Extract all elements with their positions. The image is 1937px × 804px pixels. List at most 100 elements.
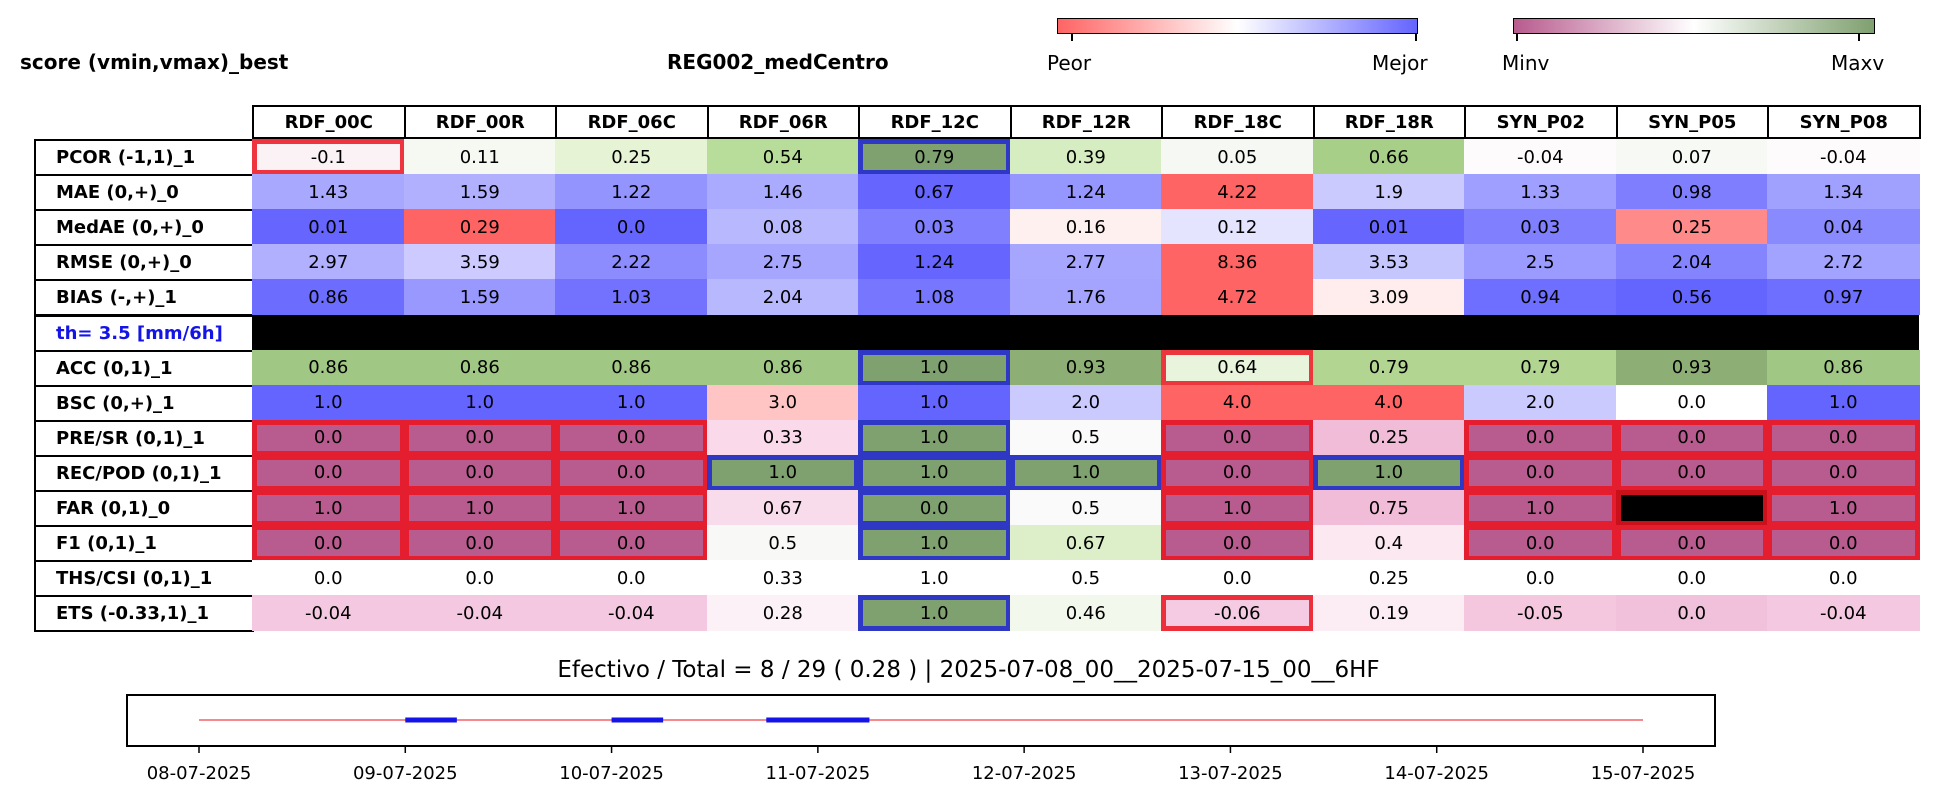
colorbar-tick — [1516, 34, 1518, 41]
timeline-frame — [126, 694, 1716, 747]
table-cell: 2.77 — [1009, 244, 1162, 281]
table-cell: 0.86 — [252, 279, 405, 316]
table-cell: 0.0 — [1767, 454, 1920, 491]
row-label: PCOR (-1,1)_1 — [34, 139, 254, 177]
table-cell: 0.79 — [858, 139, 1011, 176]
footer-summary: Efectivo / Total = 8 / 29 ( 0.28 ) | 202… — [557, 657, 1380, 683]
table-cell: 0.39 — [1009, 139, 1162, 176]
table-cell: 1.43 — [252, 174, 405, 211]
table-cell: 1.0 — [403, 384, 556, 421]
table-cell: 0.94 — [1464, 279, 1617, 316]
table-cell: -0.04 — [1464, 139, 1617, 176]
table-cell: 0.86 — [403, 349, 556, 386]
table-cell: 0.0 — [555, 560, 708, 597]
table-cell: 0.86 — [252, 349, 405, 386]
table-cell: -0.1 — [252, 139, 405, 176]
table-cell: 1.24 — [1009, 174, 1162, 211]
table-cell: 0.0 — [1615, 454, 1768, 491]
table-cell: 0.0 — [1615, 560, 1768, 597]
table-cell: 0.04 — [1767, 209, 1920, 246]
table-cell: 0.0 — [1464, 454, 1617, 491]
table-cell: -0.04 — [1767, 595, 1920, 632]
timeline-tick-label: 11-07-2025 — [766, 763, 871, 784]
row-label: THS/CSI (0,1)_1 — [34, 560, 254, 598]
table-cell: 1.03 — [555, 279, 708, 316]
table-cell: 1.0 — [1312, 454, 1465, 491]
row-label: RMSE (0,+)_0 — [34, 244, 254, 282]
table-cell: 1.0 — [252, 490, 405, 527]
column-header: SYN_P08 — [1767, 105, 1921, 139]
table-cell: -0.06 — [1161, 595, 1314, 632]
table-cell: 0.67 — [858, 174, 1011, 211]
table-cell: 0.5 — [1009, 419, 1162, 456]
table-cell: 0.0 — [252, 525, 405, 562]
table-cell: 0.0 — [1161, 454, 1314, 491]
table-cell: 0.75 — [1312, 490, 1465, 527]
table-cell: 0.0 — [252, 419, 405, 456]
table-cell: 1.0 — [858, 595, 1011, 632]
table-cell: 4.72 — [1161, 279, 1314, 316]
table-cell: 0.4 — [1312, 525, 1465, 562]
table-cell: 1.76 — [1009, 279, 1162, 316]
table-cell: 4.22 — [1161, 174, 1314, 211]
table-cell: 0.01 — [1312, 209, 1465, 246]
column-header: RDF_00C — [252, 105, 406, 139]
table-cell: 2.04 — [1615, 244, 1768, 281]
timeline-tick-label: 09-07-2025 — [353, 763, 458, 784]
column-header: RDF_18R — [1312, 105, 1466, 139]
table-cell: 4.0 — [1161, 384, 1314, 421]
table-cell: 1.0 — [1464, 490, 1617, 527]
table-cell: 0.97 — [1767, 279, 1920, 316]
table-cell: 0.01 — [252, 209, 405, 246]
table-cell: 0.0 — [555, 209, 708, 246]
table-cell: 0.25 — [1312, 560, 1465, 597]
row-label: MedAE (0,+)_0 — [34, 209, 254, 247]
timeline-chart: 08-07-2025 09-07-2025 10-07-2025 11-07-2025… — [126, 694, 1716, 784]
colorbar-max-label: Mejor — [1372, 51, 1428, 75]
table-cell: 0.56 — [1615, 279, 1768, 316]
row-label: F1 (0,1)_1 — [34, 525, 254, 563]
table-cell: -0.05 — [1464, 595, 1617, 632]
table-cell: 0.64 — [1161, 349, 1314, 386]
table-cell: 2.75 — [706, 244, 859, 281]
row-label: BSC (0,+)_1 — [34, 384, 254, 422]
timeline-tick-label: 14-07-2025 — [1384, 763, 1489, 784]
table-cell: 0.25 — [555, 139, 708, 176]
table-cell: 1.9 — [1312, 174, 1465, 211]
table-cell: -0.04 — [1767, 139, 1920, 176]
timeline-tick-label: 15-07-2025 — [1591, 763, 1696, 784]
timeline-tick-label: 10-07-2025 — [559, 763, 664, 784]
table-cell: 1.33 — [1464, 174, 1617, 211]
table-cell: 0.03 — [858, 209, 1011, 246]
row-label: MAE (0,+)_0 — [34, 174, 254, 212]
table-cell: 3.53 — [1312, 244, 1465, 281]
row-label: BIAS (-,+)_1 — [34, 279, 254, 317]
colorbar-peor-mejor — [1057, 18, 1418, 34]
table-cell: 0.67 — [1009, 525, 1162, 562]
table-cell: 0.0 — [252, 560, 405, 597]
table-cell: 0.86 — [706, 349, 859, 386]
table-cell: 0.0 — [1161, 419, 1314, 456]
table-cell: 0.33 — [706, 419, 859, 456]
table-cell: 0.86 — [1767, 349, 1920, 386]
table-cell: 2.0 — [1009, 384, 1162, 421]
table-cell: 0.0 — [1161, 525, 1314, 562]
table-cell: 8.36 — [1161, 244, 1314, 281]
table-cell: 1.34 — [1767, 174, 1920, 211]
table-cell: 2.04 — [706, 279, 859, 316]
region-title: REG002_medCentro — [667, 50, 889, 74]
colorbar-min-label: Peor — [1047, 51, 1092, 75]
row-label: PRE/SR (0,1)_1 — [34, 419, 254, 457]
table-cell: 0.25 — [1615, 209, 1768, 246]
table-cell: 2.72 — [1767, 244, 1920, 281]
table-cell: 0.79 — [1312, 349, 1465, 386]
table-cell: 0.28 — [706, 595, 859, 632]
score-title: score (vmin,vmax)_best — [20, 50, 289, 74]
table-cell: 0.0 — [555, 525, 708, 562]
table-cell: 1.0 — [1767, 384, 1920, 421]
threshold-row — [252, 314, 1919, 351]
table-cell: 1.0 — [858, 384, 1011, 421]
table-cell: 0.98 — [1615, 174, 1768, 211]
table-cell: 0.66 — [1312, 139, 1465, 176]
